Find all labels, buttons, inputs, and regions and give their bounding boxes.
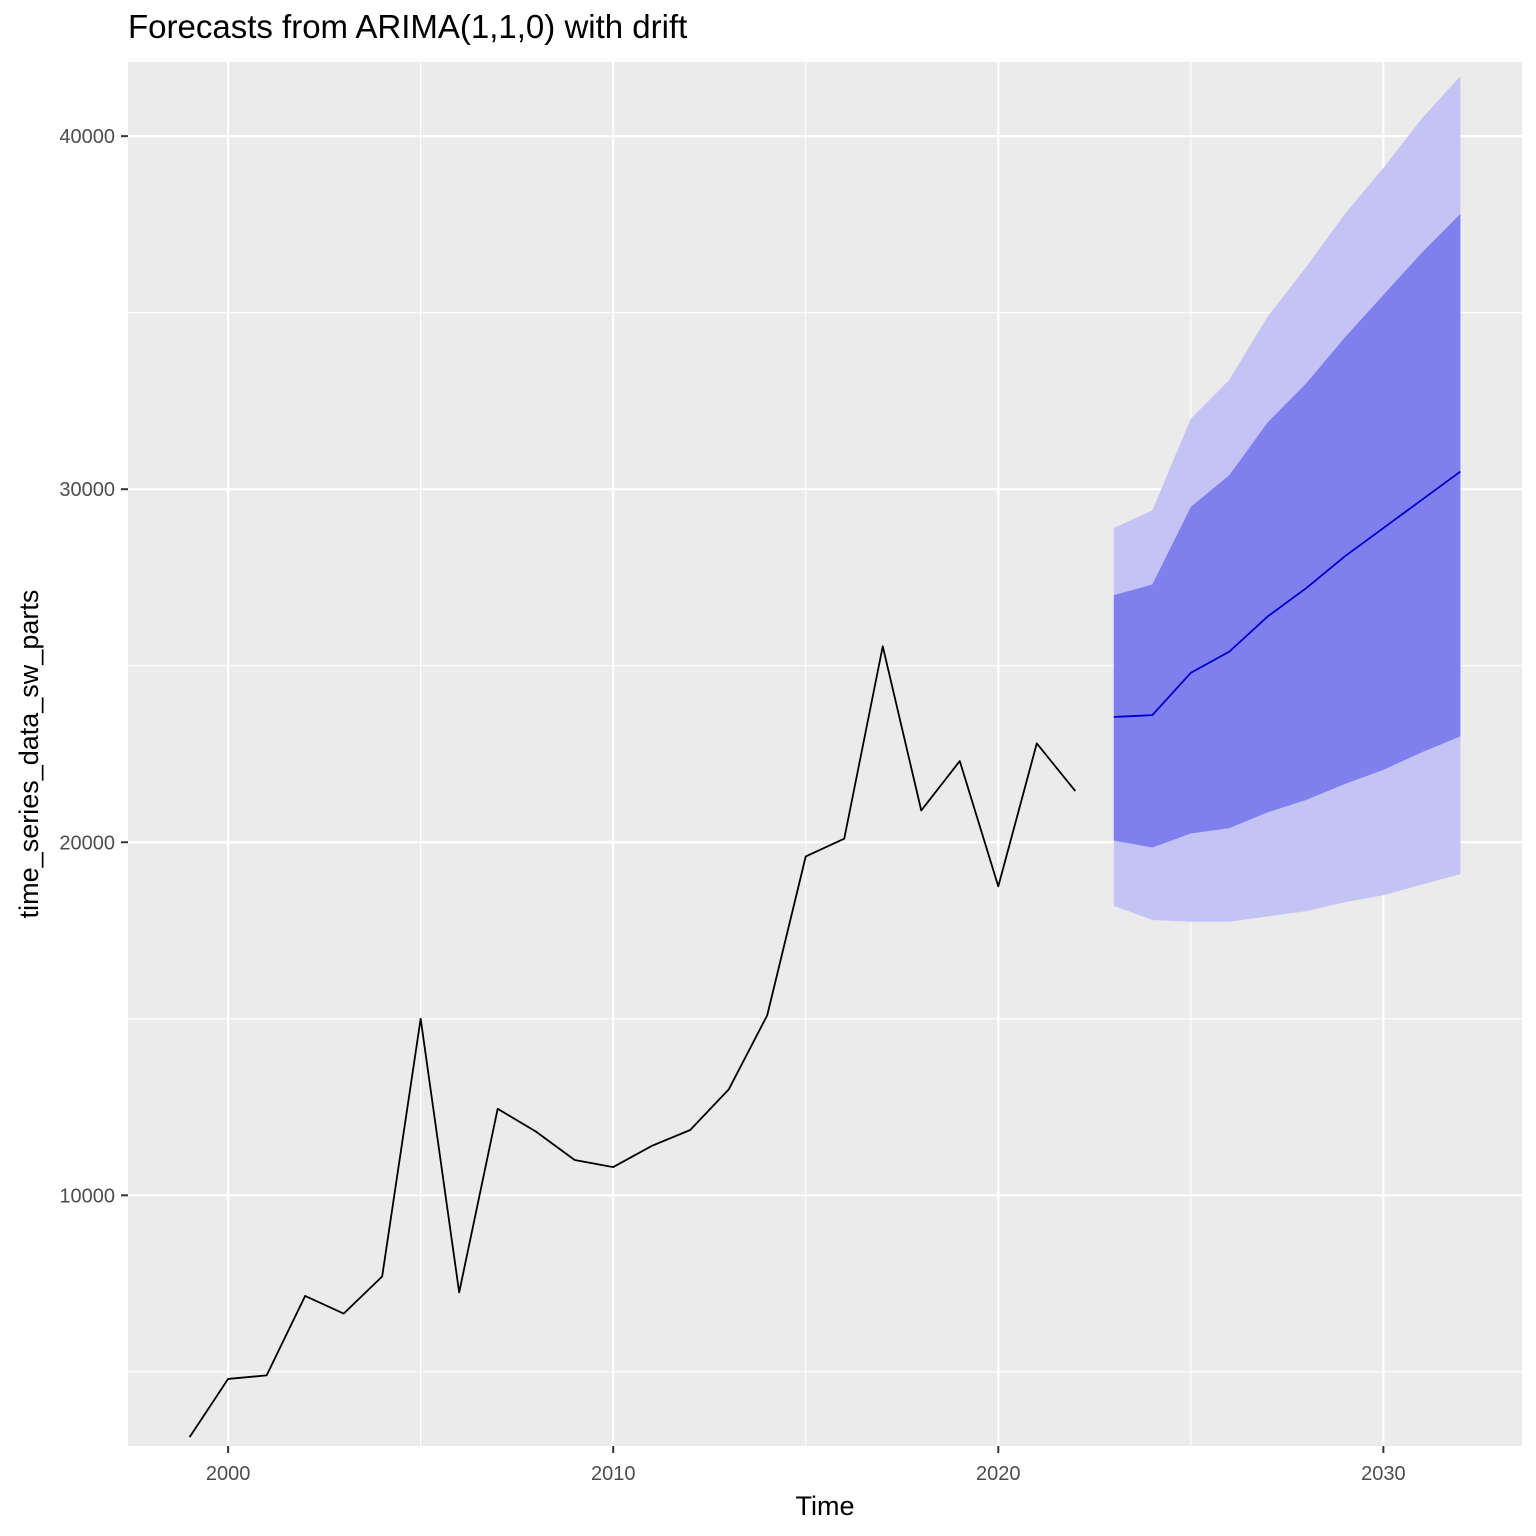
x-axis-title: Time xyxy=(796,1491,855,1521)
y-tick-label: 20000 xyxy=(59,832,115,854)
forecast-line xyxy=(1113,470,1461,718)
history-line xyxy=(188,645,1077,1438)
prediction-intervals xyxy=(1113,76,1461,922)
band-80-interval xyxy=(1113,213,1461,848)
axes: 2000 2010 2020 2030 10000 20000 30000 40000 xyxy=(59,126,1405,1485)
y-tick-label: 30000 xyxy=(59,479,115,501)
series-lines xyxy=(188,470,1461,1438)
y-tick-label: 40000 xyxy=(59,126,115,148)
chart-title: Forecasts from ARIMA(1,1,0) with drift xyxy=(128,8,688,45)
x-tick-label: 2030 xyxy=(1361,1463,1406,1485)
x-tick-label: 2020 xyxy=(976,1463,1021,1485)
x-tick-label: 2010 xyxy=(591,1463,636,1485)
y-axis-title: time_series_data_sw_parts xyxy=(14,590,44,919)
x-tick-label: 2000 xyxy=(206,1463,251,1485)
y-tick-label: 10000 xyxy=(59,1185,115,1207)
